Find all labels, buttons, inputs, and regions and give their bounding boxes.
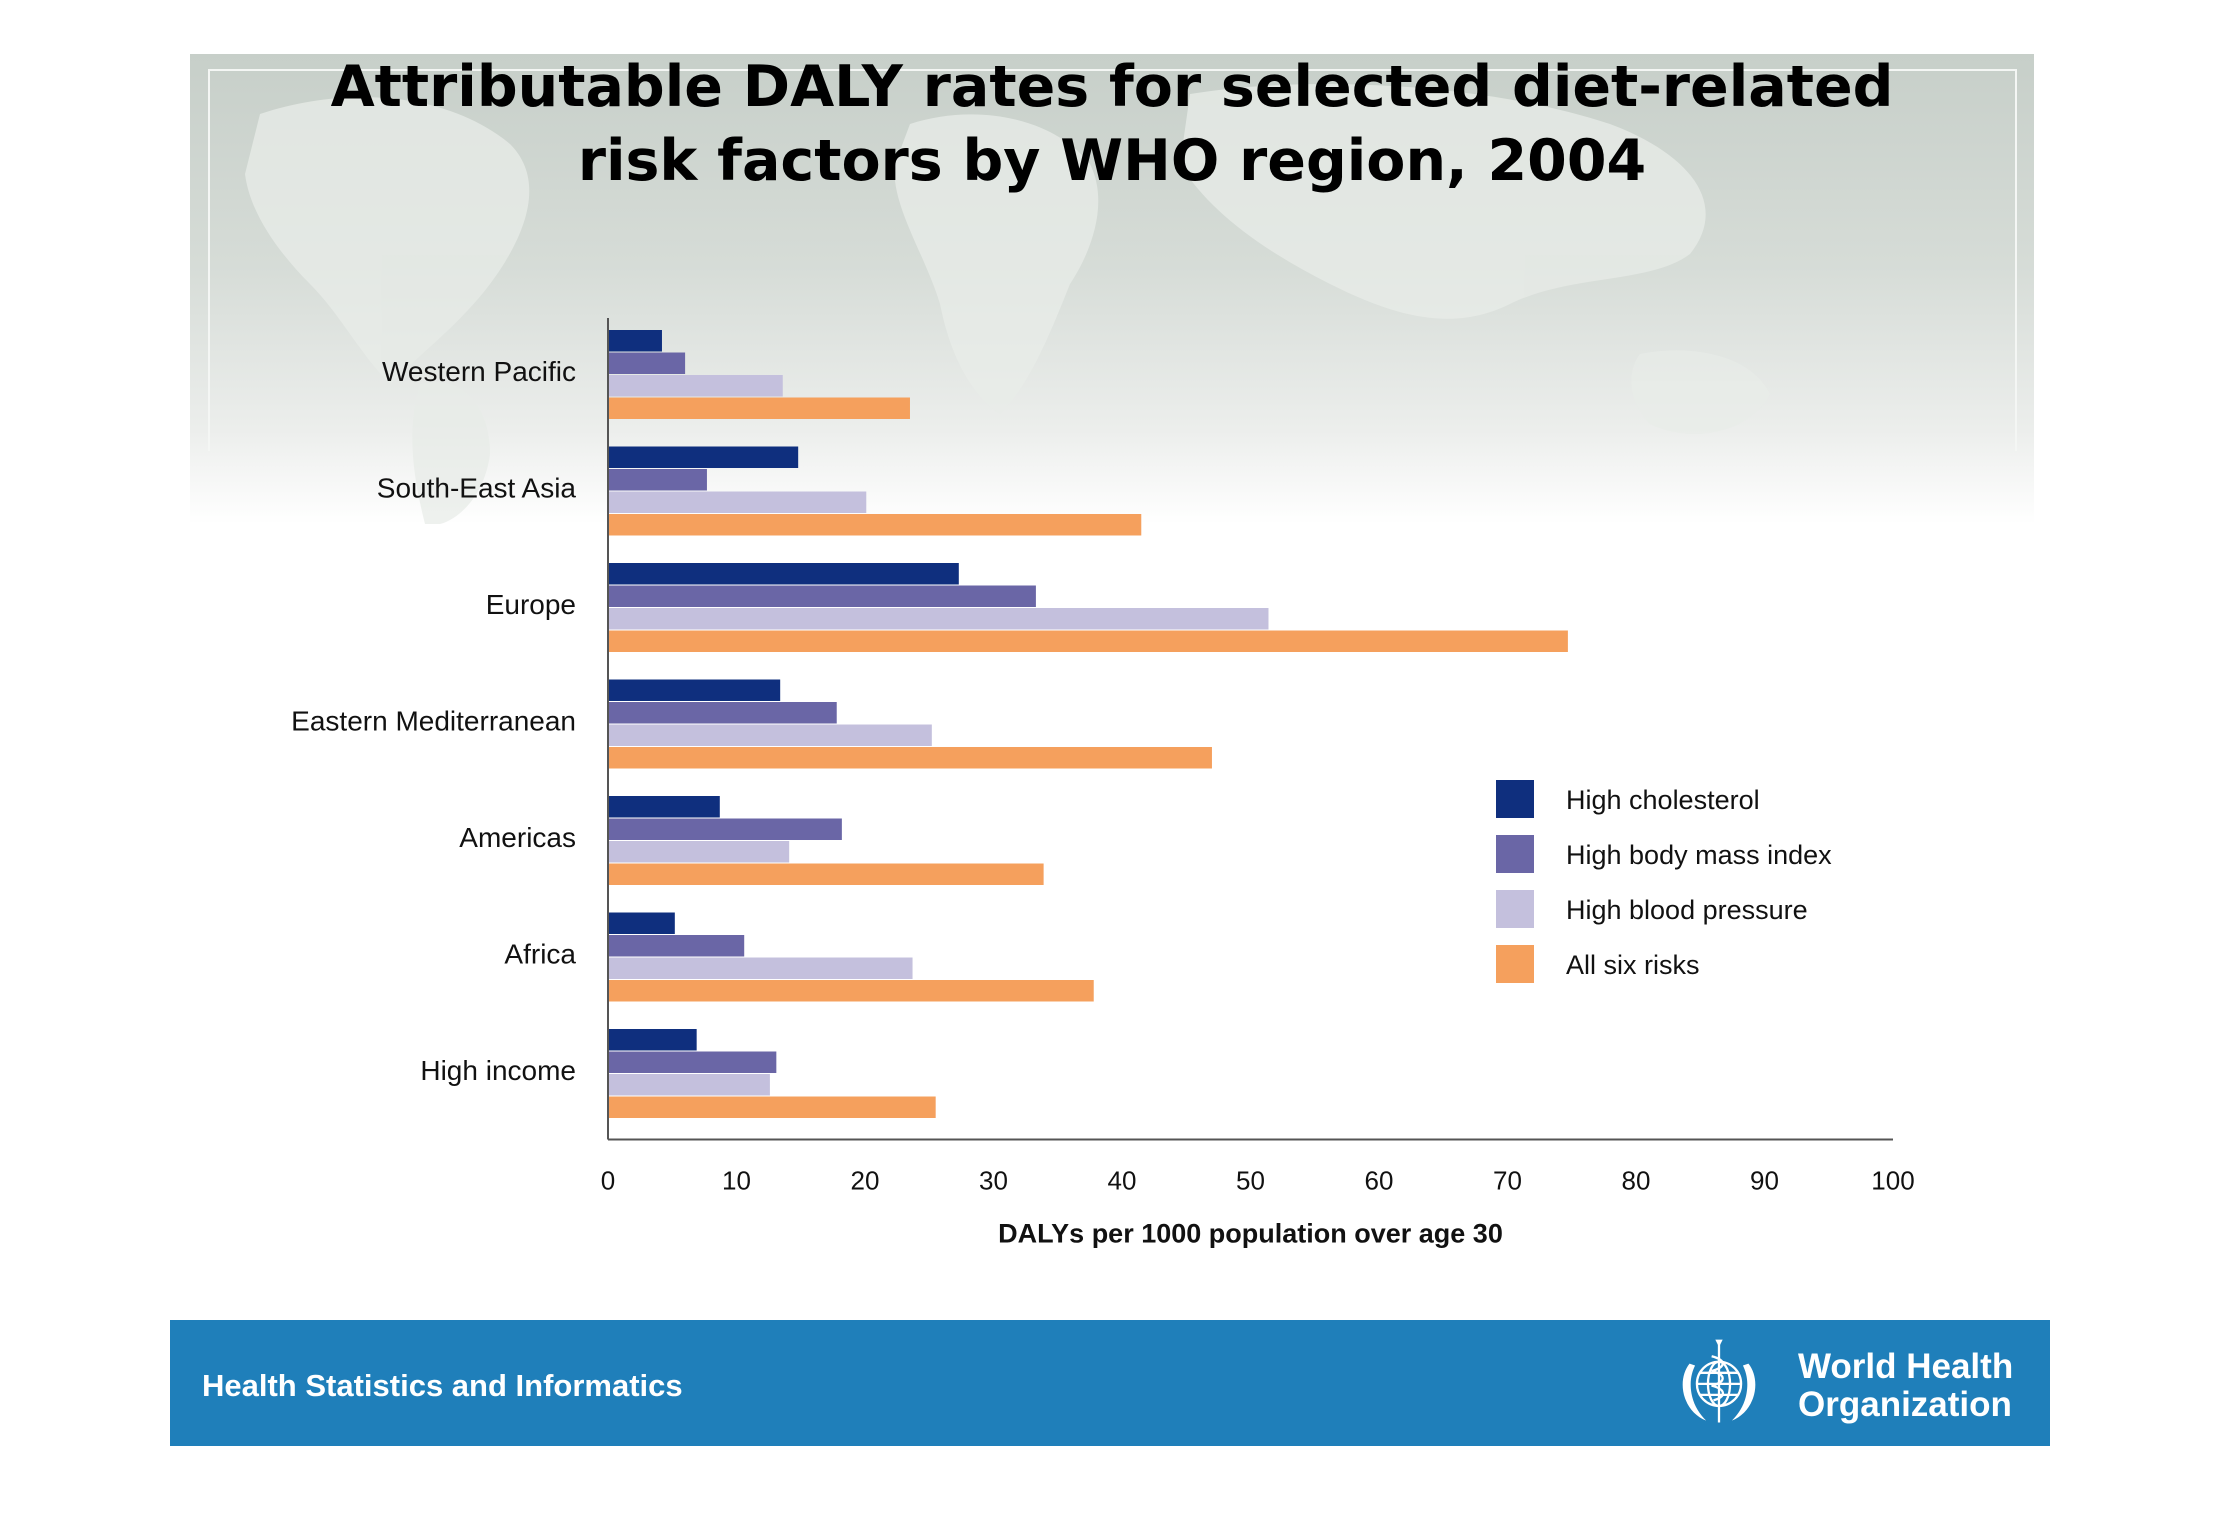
bar-africa-high-cholesterol — [608, 912, 675, 934]
legend-label-high-cholesterol: High cholesterol — [1566, 785, 1760, 815]
category-label-high-income: High income — [420, 1055, 576, 1086]
x-tick-label: 30 — [979, 1166, 1008, 1196]
bar-europe-high-blood-pressure — [608, 608, 1269, 630]
bar-eastern-mediterranean-high-cholesterol — [608, 679, 781, 701]
category-label-africa: Africa — [504, 939, 576, 970]
category-label-western-pacific: Western Pacific — [382, 356, 576, 387]
x-tick-label: 60 — [1365, 1166, 1394, 1196]
bar-high-income-all-six-risks — [608, 1096, 936, 1118]
organization-name: World Health Organization — [1798, 1348, 2013, 1424]
chart-title: Attributable DALY rates for selected die… — [190, 50, 2034, 198]
x-tick-labels: 0 10 20 30 40 50 60 70 80 90 100 — [601, 1166, 1915, 1196]
slide-background — [190, 54, 2034, 1344]
x-axis-title: DALYs per 1000 population over age 30 — [998, 1219, 1503, 1249]
x-tick-label: 40 — [1108, 1166, 1137, 1196]
who-emblem-icon — [1682, 1339, 1756, 1423]
x-tick-label: 100 — [1871, 1166, 1914, 1196]
bar-americas-all-six-risks — [608, 863, 1044, 885]
x-tick-label: 20 — [851, 1166, 880, 1196]
bar-europe-high-body-mass-index — [608, 585, 1036, 607]
bar-south-east-asia-high-cholesterol — [608, 446, 799, 468]
bar-eastern-mediterranean-high-blood-pressure — [608, 724, 932, 746]
bar-western-pacific-high-blood-pressure — [608, 375, 783, 397]
axes — [607, 318, 1893, 1141]
bar-europe-all-six-risks — [608, 630, 1568, 652]
legend: High cholesterol High body mass index High… — [1496, 780, 1832, 983]
bar-high-income-high-cholesterol — [608, 1029, 697, 1051]
bar-south-east-asia-high-blood-pressure — [608, 491, 867, 513]
bar-eastern-mediterranean-high-body-mass-index — [608, 702, 837, 724]
bar-africa-all-six-risks — [608, 980, 1094, 1002]
category-label-americas: Americas — [459, 822, 576, 853]
x-tick-label: 0 — [601, 1166, 615, 1196]
department-name: Health Statistics and Informatics — [202, 1368, 683, 1403]
bar-africa-high-blood-pressure — [608, 957, 913, 979]
category-labels: Western Pacific South-East Asia Europe East… — [291, 356, 576, 1086]
x-tick-label: 50 — [1236, 1166, 1265, 1196]
bar-eastern-mediterranean-all-six-risks — [608, 747, 1212, 769]
bar-americas-high-cholesterol — [608, 796, 720, 818]
bar-south-east-asia-all-six-risks — [608, 514, 1142, 536]
bar-europe-high-cholesterol — [608, 563, 959, 585]
bar-western-pacific-high-cholesterol — [608, 330, 662, 352]
legend-swatch-high-cholesterol — [1496, 780, 1534, 818]
bar-africa-high-body-mass-index — [608, 935, 745, 957]
header-frame — [208, 69, 2017, 451]
category-label-eastern-mediterranean: Eastern Mediterranean — [291, 706, 576, 737]
bar-high-income-high-blood-pressure — [608, 1074, 770, 1096]
x-tick-label: 70 — [1493, 1166, 1522, 1196]
bar-americas-high-blood-pressure — [608, 841, 790, 863]
legend-label-high-body-mass-index: High body mass index — [1566, 840, 1832, 870]
x-tick-label: 10 — [722, 1166, 751, 1196]
x-tick-label: 80 — [1622, 1166, 1651, 1196]
legend-swatch-high-body-mass-index — [1496, 835, 1534, 873]
chart-title-line-1: Attributable DALY rates for selected die… — [330, 54, 1894, 120]
category-label-south-east-asia: South-East Asia — [377, 473, 577, 504]
category-label-europe: Europe — [486, 589, 576, 620]
legend-swatch-all-six-risks — [1496, 945, 1534, 983]
world-map-decoration — [245, 84, 1770, 524]
x-tick-label: 90 — [1750, 1166, 1779, 1196]
header-gradient — [190, 54, 2034, 524]
bar-americas-high-body-mass-index — [608, 818, 842, 840]
chart-title-line-2: risk factors by WHO region, 2004 — [577, 128, 1647, 194]
bar-high-income-high-body-mass-index — [608, 1051, 777, 1073]
bar-western-pacific-high-body-mass-index — [608, 352, 686, 374]
organization-name-line-2: Organization — [1798, 1385, 2012, 1424]
legend-swatch-high-blood-pressure — [1496, 890, 1534, 928]
legend-label-high-blood-pressure: High blood pressure — [1566, 895, 1808, 925]
bar-south-east-asia-high-body-mass-index — [608, 469, 707, 491]
legend-label-all-six-risks: All six risks — [1566, 950, 1700, 980]
footer-bar: Health Statistics and Informatics World … — [170, 1320, 2050, 1446]
organization-name-line-1: World Health — [1798, 1347, 2014, 1386]
bar-western-pacific-all-six-risks — [608, 397, 910, 419]
bar-group — [608, 330, 1568, 1118]
